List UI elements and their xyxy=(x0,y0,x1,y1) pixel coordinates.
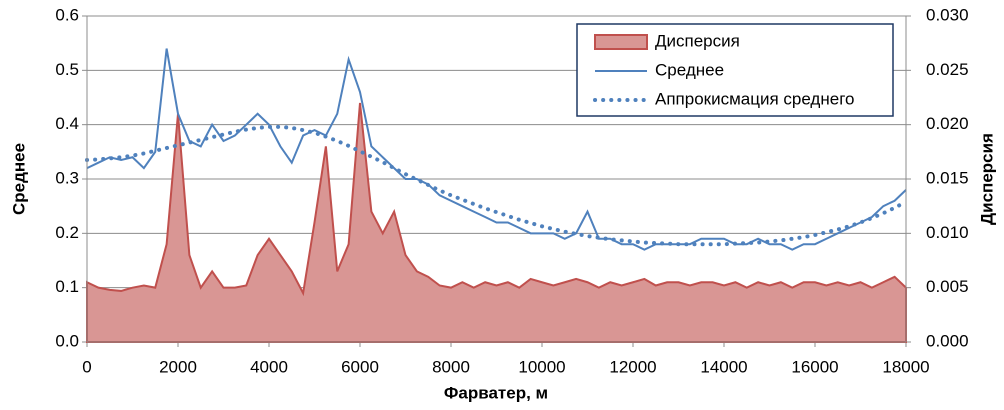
y2-axis-title: Дисперсия xyxy=(977,133,996,225)
legend-label: Аппрокисмация среднего xyxy=(655,89,854,108)
x-tick-label: 10000 xyxy=(518,357,565,376)
y-tick-label: 0.1 xyxy=(55,277,79,296)
dotted-line xyxy=(85,124,908,247)
x-tick-label: 14000 xyxy=(700,357,747,376)
y-tick-label: 0.6 xyxy=(55,5,79,24)
y2-tick-label: 0.020 xyxy=(926,114,969,133)
y2-tick-label: 0.000 xyxy=(926,331,969,350)
x-axis-title: Фарватер, м xyxy=(444,383,548,402)
y2-tick-label: 0.025 xyxy=(926,60,969,79)
y-tick-label: 0.3 xyxy=(55,168,79,187)
y2-tick-label: 0.010 xyxy=(926,223,969,242)
area xyxy=(86,102,907,343)
y-axis-title: Среднее xyxy=(9,143,28,215)
x-tick-label: 0 xyxy=(82,357,91,376)
y-tick-label: 0.4 xyxy=(55,114,79,133)
x-tick-label: 18000 xyxy=(882,357,929,376)
y-tick-label: 0.5 xyxy=(55,60,79,79)
y2-tick-label: 0.030 xyxy=(926,5,969,24)
y-tick-label: 0.2 xyxy=(55,223,79,242)
y-tick-label: 0.0 xyxy=(55,331,79,350)
line xyxy=(86,48,907,251)
x-tick-label: 6000 xyxy=(341,357,379,376)
y2-tick-label: 0.015 xyxy=(926,168,969,187)
legend-swatch xyxy=(594,34,648,50)
x-tick-label: 4000 xyxy=(250,357,288,376)
legend-label: Дисперсия xyxy=(655,31,740,50)
y2-tick-label: 0.005 xyxy=(926,277,969,296)
x-tick-label: 2000 xyxy=(159,357,197,376)
x-tick-label: 12000 xyxy=(609,357,656,376)
legend-label: Среднее xyxy=(655,60,724,79)
x-tick-label: 16000 xyxy=(791,357,838,376)
legend: Дисперсия Среднее Аппрокисмация среднего xyxy=(576,23,894,117)
x-tick-label: 8000 xyxy=(432,357,470,376)
